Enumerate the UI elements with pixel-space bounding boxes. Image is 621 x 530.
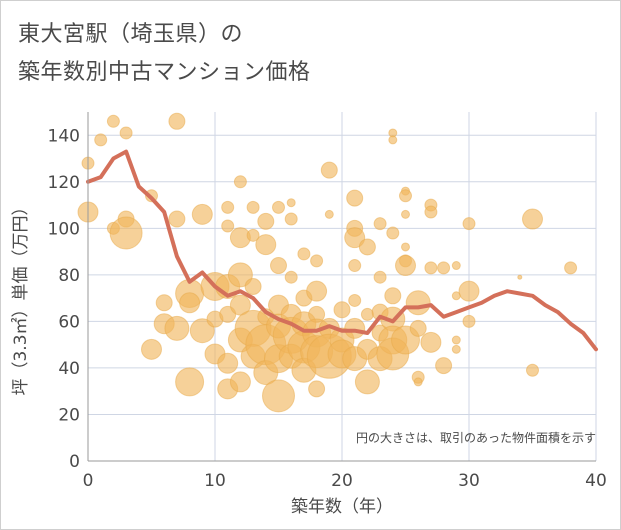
- data-bubble: [227, 262, 253, 288]
- data-bubble: [451, 344, 461, 354]
- y-tick-label: 140: [48, 126, 80, 146]
- data-bubble: [221, 200, 235, 214]
- data-bubble: [517, 274, 523, 280]
- data-bubble: [94, 133, 108, 147]
- chart-title-line-2: 築年数別中古マンション価格: [18, 60, 311, 85]
- data-bubble: [284, 270, 298, 284]
- chart-title-line-1: 東大宮駅（埼玉県）の: [18, 22, 244, 47]
- data-bubble: [413, 377, 423, 387]
- y-tick-label: 60: [58, 312, 80, 332]
- x-tick-label: 0: [83, 471, 94, 491]
- data-bubble: [168, 210, 186, 228]
- data-bubble: [168, 112, 186, 130]
- bubble-series: [77, 112, 578, 413]
- data-bubble: [373, 270, 387, 284]
- data-bubble: [262, 379, 295, 413]
- data-bubble: [270, 257, 287, 275]
- data-bubble: [286, 198, 296, 208]
- data-bubble: [310, 254, 324, 268]
- data-bubble: [346, 189, 364, 207]
- data-bubble: [348, 293, 362, 307]
- average-line: [86, 149, 598, 352]
- data-bubble: [384, 287, 402, 305]
- data-bubble: [106, 114, 120, 128]
- data-bubble: [360, 307, 374, 321]
- y-tick-label: 40: [58, 359, 80, 379]
- data-bubble: [451, 261, 461, 271]
- data-bubble: [320, 161, 338, 179]
- average-line-series: [86, 149, 598, 352]
- data-bubble: [424, 205, 438, 219]
- data-bubble: [388, 135, 398, 145]
- data-bubble: [358, 238, 376, 256]
- data-bubble: [175, 367, 205, 397]
- data-bubble: [420, 331, 442, 353]
- data-bubble: [255, 234, 277, 256]
- data-bubble: [451, 335, 461, 345]
- x-tick-label: 20: [331, 471, 353, 491]
- data-bubble: [462, 314, 476, 328]
- data-bubble: [437, 261, 451, 275]
- data-bubble: [344, 317, 366, 339]
- data-bubble: [399, 189, 412, 203]
- y-tick-label: 120: [48, 173, 80, 193]
- data-bubble: [179, 292, 201, 314]
- data-bubble: [458, 280, 480, 302]
- data-bubble: [297, 247, 311, 261]
- data-bubble: [401, 242, 410, 252]
- data-bubble: [164, 315, 190, 341]
- data-bubble: [386, 226, 400, 240]
- x-tick-label: 40: [585, 471, 607, 491]
- data-bubble: [462, 217, 476, 231]
- data-bubble: [257, 212, 275, 230]
- data-bubble: [354, 369, 380, 395]
- data-bubble: [395, 255, 416, 277]
- data-bubble: [284, 212, 298, 226]
- data-bubble: [229, 371, 251, 393]
- data-bubble: [141, 338, 162, 360]
- data-bubble: [246, 200, 260, 214]
- data-bubble: [233, 175, 247, 189]
- data-bubble: [189, 318, 215, 344]
- data-bubble: [272, 200, 285, 214]
- data-bubble: [333, 301, 351, 319]
- data-bubble: [373, 217, 387, 231]
- data-bubble: [401, 209, 410, 219]
- data-bubble: [526, 363, 539, 377]
- data-bubble: [324, 209, 334, 219]
- data-bubble: [109, 216, 143, 250]
- axes: 0 10 20 30 40 0 20 40 60 80 100 120 140: [48, 112, 607, 491]
- data-bubble: [308, 380, 326, 398]
- data-bubble: [344, 227, 366, 249]
- data-bubble: [221, 219, 235, 233]
- x-tick-label: 10: [204, 471, 226, 491]
- data-bubble: [409, 319, 427, 337]
- data-bubble: [217, 352, 239, 374]
- data-bubble: [306, 280, 328, 302]
- data-bubble: [244, 278, 262, 295]
- data-bubble: [191, 203, 213, 225]
- data-bubble: [405, 290, 431, 316]
- data-bubble: [348, 259, 362, 273]
- y-tick-label: 80: [58, 266, 80, 286]
- x-tick-label: 30: [458, 471, 480, 491]
- data-bubble: [564, 261, 578, 275]
- y-tick-label: 100: [48, 219, 80, 239]
- data-bubble: [424, 261, 438, 275]
- size-note: 円の大きさは、取引のあった物件面積を示す: [356, 430, 596, 445]
- data-bubble: [246, 228, 260, 242]
- x-axis-label: 築年数（年）: [291, 497, 393, 517]
- y-tick-label: 20: [58, 405, 80, 425]
- data-bubble: [435, 357, 453, 375]
- y-axis-label: 坪（3.3㎡）単価（万円）: [11, 198, 31, 395]
- data-bubble: [155, 294, 173, 312]
- y-tick-label: 0: [69, 452, 80, 472]
- grid-lines: [87, 112, 597, 462]
- data-bubble: [522, 208, 543, 230]
- data-bubble: [119, 126, 133, 140]
